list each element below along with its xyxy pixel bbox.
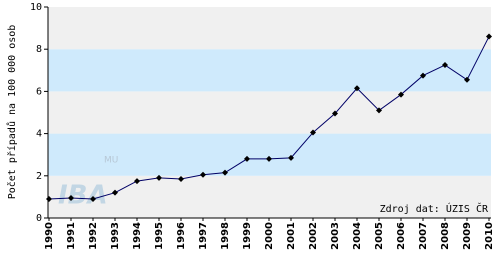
x-tick-label: 2002 xyxy=(308,222,319,250)
point xyxy=(200,171,206,178)
x-tick-label: 1998 xyxy=(220,222,231,250)
point xyxy=(68,194,74,201)
x-tick-label: 1994 xyxy=(132,222,143,250)
point xyxy=(442,62,448,69)
x-tick-label: 2007 xyxy=(418,222,429,250)
point xyxy=(332,110,338,117)
point xyxy=(310,129,316,136)
point xyxy=(486,33,492,40)
x-tick-label: 1996 xyxy=(176,222,187,250)
x-tick-label: 2005 xyxy=(374,222,385,250)
x-tick-label: 2008 xyxy=(440,222,451,250)
point xyxy=(222,169,228,176)
point xyxy=(90,196,96,203)
y-tick-label: 4 xyxy=(36,129,42,140)
x-tick-label: 1993 xyxy=(110,222,121,250)
x-tick-label: 1997 xyxy=(198,222,209,250)
x-tick-label: 2000 xyxy=(264,222,275,250)
point xyxy=(398,91,404,98)
annotation: Zdroj dat: ÚZIS ČR xyxy=(380,202,489,215)
point xyxy=(420,72,426,79)
point xyxy=(464,76,470,83)
y-tick-label: 8 xyxy=(36,44,42,55)
x-tick-label: 2006 xyxy=(396,222,407,250)
band xyxy=(48,49,491,92)
point xyxy=(244,155,250,162)
x-tick-label: 1999 xyxy=(242,222,253,250)
band xyxy=(48,91,491,134)
point xyxy=(178,175,184,182)
point xyxy=(266,155,272,162)
x-tick-label: 1995 xyxy=(154,222,165,250)
band xyxy=(48,7,491,50)
point xyxy=(156,174,162,181)
y-tick-label: 2 xyxy=(36,171,42,182)
point xyxy=(46,196,52,203)
point xyxy=(112,189,118,196)
x-tick-label: 2004 xyxy=(352,222,363,250)
x-tick-label: 1990 xyxy=(44,222,55,250)
x-tick-label: 1991 xyxy=(66,222,77,250)
y-tick-label: 0 xyxy=(36,213,42,224)
y-axis-label: Počet případů na 100 000 osob xyxy=(6,25,18,200)
point xyxy=(376,107,382,114)
watermark: IBA xyxy=(58,181,108,211)
x-tick-label: 2001 xyxy=(286,222,297,250)
x-tick-label: 2010 xyxy=(484,222,493,250)
point xyxy=(134,178,140,185)
y-tick-label: 6 xyxy=(36,86,42,97)
x-tick-label: 2003 xyxy=(330,222,341,250)
watermark: MU xyxy=(104,156,118,166)
point xyxy=(354,85,360,92)
band xyxy=(48,175,491,218)
point xyxy=(288,154,294,161)
y-tick-label: 10 xyxy=(30,2,42,13)
band xyxy=(48,133,491,176)
x-tick-label: 2009 xyxy=(462,222,473,250)
x-tick-label: 1992 xyxy=(88,222,99,250)
